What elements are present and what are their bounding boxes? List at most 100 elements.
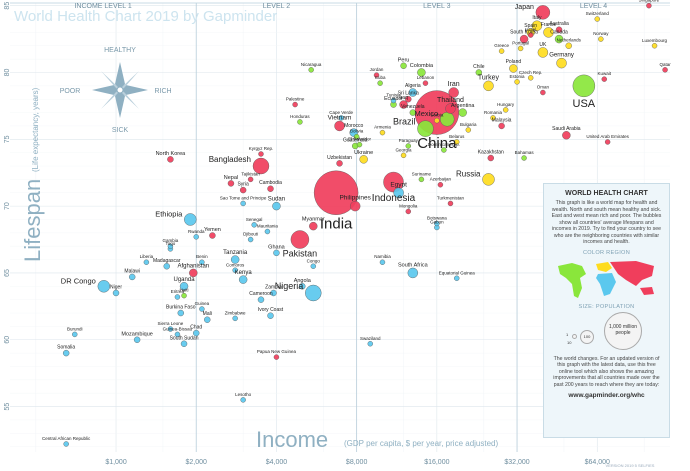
bubble-uganda <box>179 282 189 291</box>
label-peru: Peru <box>398 57 410 63</box>
label-kyrgyz-rep-: Kyrgyz Rep. <box>249 146 274 151</box>
label-myanmar: Myanmar <box>302 217 325 223</box>
bubble-france <box>543 27 554 38</box>
x-axis-subtitle: (GDP per capita, $ per year, price adjus… <box>344 439 498 448</box>
label-ghana: Ghana <box>268 244 285 250</box>
label-honduras: Honduras <box>290 114 310 119</box>
bubble-germany <box>556 57 567 69</box>
label-mali: Mali <box>203 311 212 317</box>
label-eritrea: Eritrea <box>171 289 185 294</box>
bubble-sri-lanka <box>405 96 412 103</box>
label-gabon: Gabon <box>430 220 444 225</box>
label-armenia: Armenia <box>374 125 391 130</box>
label-niger: Niger <box>110 284 122 290</box>
label-djibouti: Djibouti <box>243 232 258 237</box>
label-canada: Canada <box>550 30 568 36</box>
bubble-lesotho <box>240 397 246 403</box>
x-axis-title: Income <box>256 427 328 452</box>
label-equatorial-guinea: Equatorial Guinea <box>439 270 476 275</box>
label-gambia: Gambia <box>163 238 179 243</box>
bubble-united-arab-emirates <box>604 139 611 145</box>
label-hungary: Hungary <box>497 102 515 107</box>
label-chile: Chile <box>473 64 485 70</box>
info-changes: The world changes. For an updated versio… <box>553 355 660 388</box>
bubble-romania <box>490 115 496 121</box>
label-belarus: Belarus <box>449 134 465 139</box>
y-tick-label: 70 <box>4 202 11 210</box>
bubble-turkmenistan <box>447 200 454 207</box>
y-tick-label: 85 <box>4 2 11 10</box>
bubble-botswana <box>434 220 440 227</box>
bubble-guinea <box>199 306 205 312</box>
label-namibia: Namibia <box>374 254 391 259</box>
y-axis-subtitle: (Life expectancy, years) <box>31 87 40 172</box>
bubble-madagascar <box>163 263 170 270</box>
bubble-congo <box>310 263 316 269</box>
label-iran: Iran <box>448 81 460 88</box>
label-egypt: Egypt <box>390 181 407 188</box>
bubble-mauritania <box>264 228 271 235</box>
bubble-papua-new-guinea <box>273 354 280 360</box>
y-tick-label: 55 <box>4 403 11 411</box>
label-el-salvador: El Salvador <box>348 137 372 142</box>
bubble-mozambique <box>133 336 141 343</box>
region-map-icon <box>557 260 654 298</box>
bubble-dr-congo <box>97 280 111 293</box>
bubble-cape-verde <box>338 115 344 121</box>
label-togo: Togo <box>166 241 176 246</box>
label-rwanda: Rwanda <box>188 229 205 234</box>
bubble-kyrgyz-rep- <box>258 151 264 157</box>
label-kuwait: Kuwait <box>598 71 612 76</box>
label-zimbabwe: Zimbabwe <box>225 310 246 315</box>
bubble-canada <box>554 34 564 44</box>
bubble-nicaragua <box>308 67 314 73</box>
label-bulgaria: Bulgaria <box>460 122 477 127</box>
label-tajikistan: Tajikistan <box>241 171 260 176</box>
bubble-singapore <box>646 2 652 9</box>
y-tick-label: 65 <box>4 269 11 277</box>
label-morocco: Morocco <box>344 123 363 129</box>
bubble-ukraine <box>359 155 368 164</box>
bubble-egypt <box>393 187 404 198</box>
label-south-korea: South Korea <box>510 30 538 36</box>
label-australia: Australia <box>549 21 569 27</box>
footer-version: VERSION 2019 5 SELFIES <box>606 463 655 468</box>
bubble-luxembourg <box>651 43 658 49</box>
bubble-india <box>313 170 359 215</box>
bubble-angola <box>299 283 306 290</box>
bubble-czech-rep- <box>527 75 534 81</box>
bubble-estonia <box>514 79 520 85</box>
label-azerbaijan: Azerbaijan <box>430 177 452 182</box>
label-yemen: Yemen <box>204 227 221 233</box>
label-south-sudan: South Sudan <box>170 335 199 341</box>
bubble-south-sudan <box>180 340 188 347</box>
label-france: France <box>541 22 557 28</box>
x-tick-label: $16,000 <box>424 459 449 466</box>
label-sao-tome-and-principe: Sao Tome and Principe <box>220 195 267 200</box>
info-url-link[interactable]: www.gapminder.org/whc <box>568 392 645 399</box>
bubble-tunisia <box>390 97 397 104</box>
label-kenya: Kenya <box>235 270 253 276</box>
label-vietnam: Vietnam <box>328 114 352 121</box>
color-region-heading: COLOR REGION <box>582 249 631 256</box>
label-portugal: Portugal <box>512 40 529 45</box>
label-colombia: Colombia <box>410 63 434 69</box>
label-guatemala: Guatemala <box>343 137 368 143</box>
label-philippines: Philippines <box>339 195 371 202</box>
bubble-belarus <box>454 139 460 145</box>
label-south-africa: South Africa <box>398 262 429 268</box>
label-poland: Poland <box>506 59 522 65</box>
label-netherlands: Netherlands <box>557 37 582 42</box>
label-uk: UK <box>539 42 547 48</box>
bubble-comoros <box>232 267 238 273</box>
bubble-tajikistan <box>247 176 254 183</box>
label-saudi-arabia: Saudi Arabia <box>552 126 581 132</box>
label-guinea: Guinea <box>195 301 210 306</box>
bubble-qatar <box>662 67 668 73</box>
size-legend-10-label: 10 <box>567 339 572 345</box>
bubble-israel <box>527 32 534 38</box>
bubble-azerbaijan <box>437 182 444 188</box>
label-angola: Angola <box>294 278 312 284</box>
bubble-eritrea <box>174 294 181 300</box>
bubble-oman <box>540 89 546 96</box>
